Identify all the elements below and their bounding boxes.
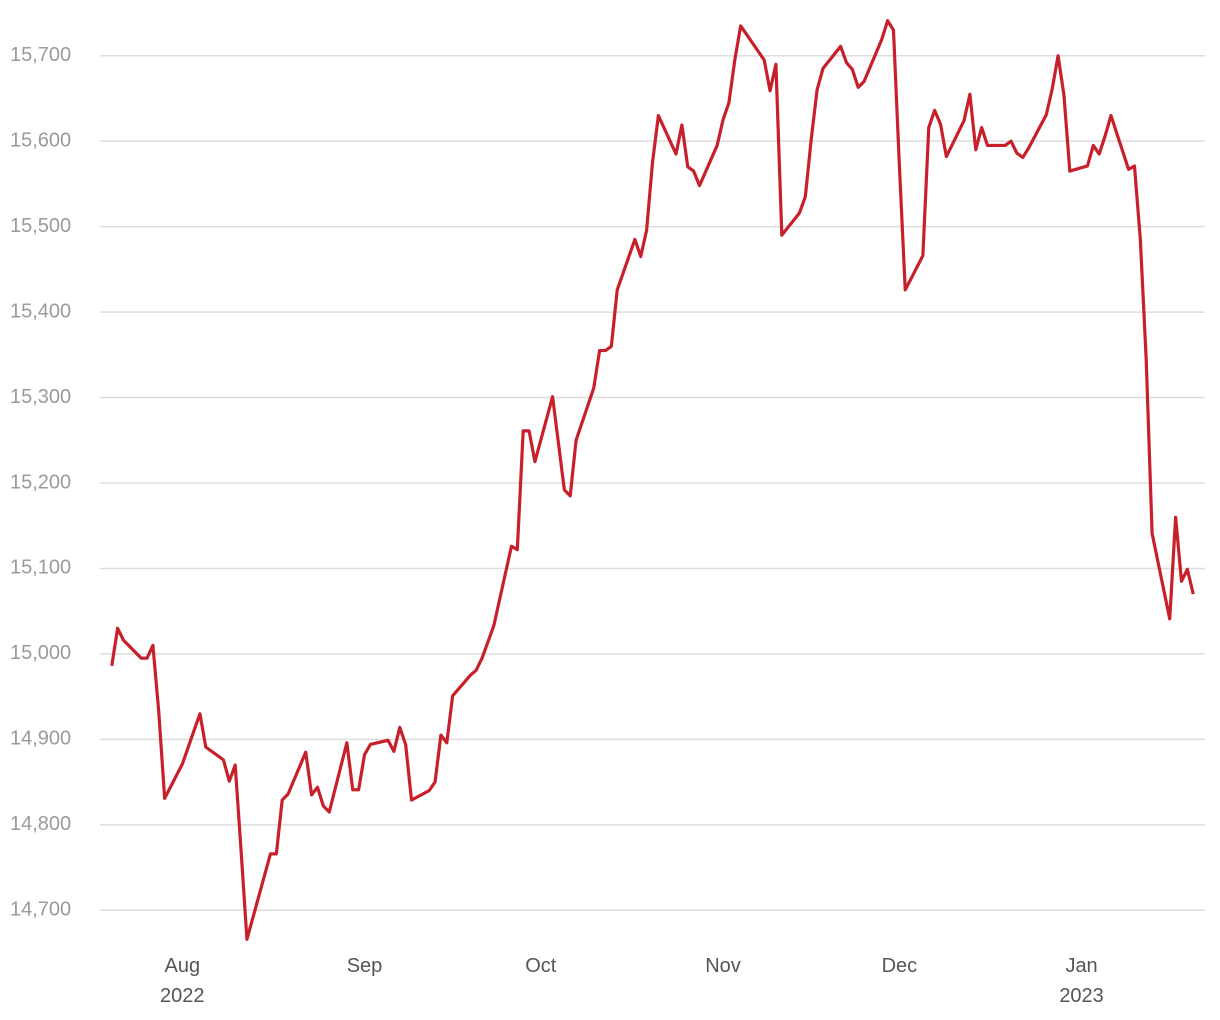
x-tick-label: Aug 2022 [160, 955, 205, 1007]
x-tick-label: Oct [525, 955, 557, 977]
x-tick-label: Nov [705, 955, 741, 977]
y-tick-label: 15,200 [10, 471, 71, 493]
y-tick-label: 15,300 [10, 386, 71, 408]
y-tick-label: 15,000 [10, 642, 71, 664]
x-tick-label: Jan 2023 [1059, 955, 1104, 1007]
y-tick-label: 14,700 [10, 899, 71, 921]
y-tick-label: 15,500 [10, 215, 71, 237]
y-tick-label: 14,900 [10, 728, 71, 750]
y-tick-label: 14,800 [10, 813, 71, 835]
y-tick-label: 15,400 [10, 300, 71, 322]
y-tick-label: 15,100 [10, 557, 71, 579]
x-tick-label: Dec [881, 955, 918, 977]
line-series [110, 19, 1195, 941]
x-tick-label: Sep [346, 955, 383, 977]
y-tick-label: 15,700 [10, 44, 71, 66]
y-tick-label: 15,600 [10, 129, 71, 151]
